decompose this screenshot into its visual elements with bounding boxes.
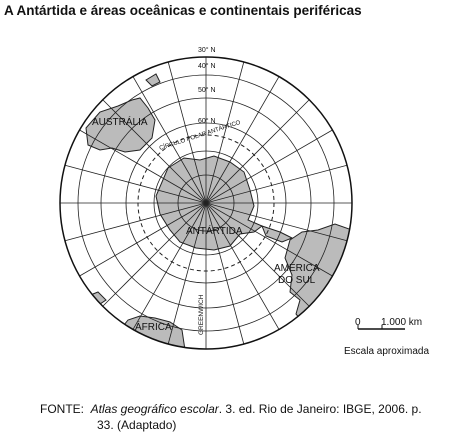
meridian — [167, 61, 207, 204]
graticule — [60, 57, 352, 349]
meridian — [102, 99, 207, 204]
meridian — [79, 202, 207, 277]
region-label: ÁFRICA — [135, 320, 172, 333]
scale-zero: 0 — [355, 317, 361, 328]
parallel-label: 30° N — [198, 46, 216, 54]
meridian — [205, 202, 280, 330]
meridian — [132, 76, 207, 204]
australia — [85, 97, 156, 153]
meridian — [205, 164, 348, 204]
region-label: AMÉRICA — [274, 261, 320, 274]
parallel-label: 50° N — [198, 86, 216, 94]
polar-circle-line — [137, 134, 275, 272]
meridian — [205, 76, 280, 204]
outer-circle — [59, 56, 353, 350]
source-details: . 3. ed. Rio de Janeiro: IBGE, 2006. p. — [218, 402, 422, 416]
peninsula — [261, 225, 294, 243]
meridian — [102, 202, 207, 307]
region-label: DO SUL — [278, 275, 316, 286]
title: A Antártida e áreas oceânicas e continen… — [4, 3, 362, 18]
meridian — [205, 202, 333, 277]
region-label: ANTÁRTIDA — [186, 224, 243, 237]
land — [85, 73, 352, 349]
scale-caption: Escala aproximada — [344, 346, 429, 357]
source-line2: 33. (Adaptado) — [97, 418, 177, 432]
source-book: Atlas geográfico escolar — [90, 402, 219, 416]
meridian — [205, 202, 310, 307]
meridian — [205, 99, 310, 204]
meridian — [205, 202, 245, 345]
source: FONTE: Atlas geográfico escolar. 3. ed. … — [40, 402, 422, 416]
parallel-label: 40° N — [198, 62, 216, 70]
meridian — [79, 129, 207, 204]
meridian — [132, 202, 207, 330]
meridian-label: GREENWICH — [198, 294, 205, 335]
source-label: FONTE: — [40, 402, 84, 416]
madagascar — [86, 291, 107, 305]
meridian — [205, 61, 245, 204]
parallel-label: 60° N — [198, 117, 216, 125]
meridian — [205, 202, 348, 242]
region-label: AUSTRÁLIA — [92, 115, 148, 128]
scale-distance: 1.000 km — [381, 317, 422, 328]
tasmania — [145, 73, 161, 87]
meridian — [167, 202, 207, 345]
meridian — [64, 164, 207, 204]
meridian — [64, 202, 207, 242]
meridian — [205, 129, 333, 204]
